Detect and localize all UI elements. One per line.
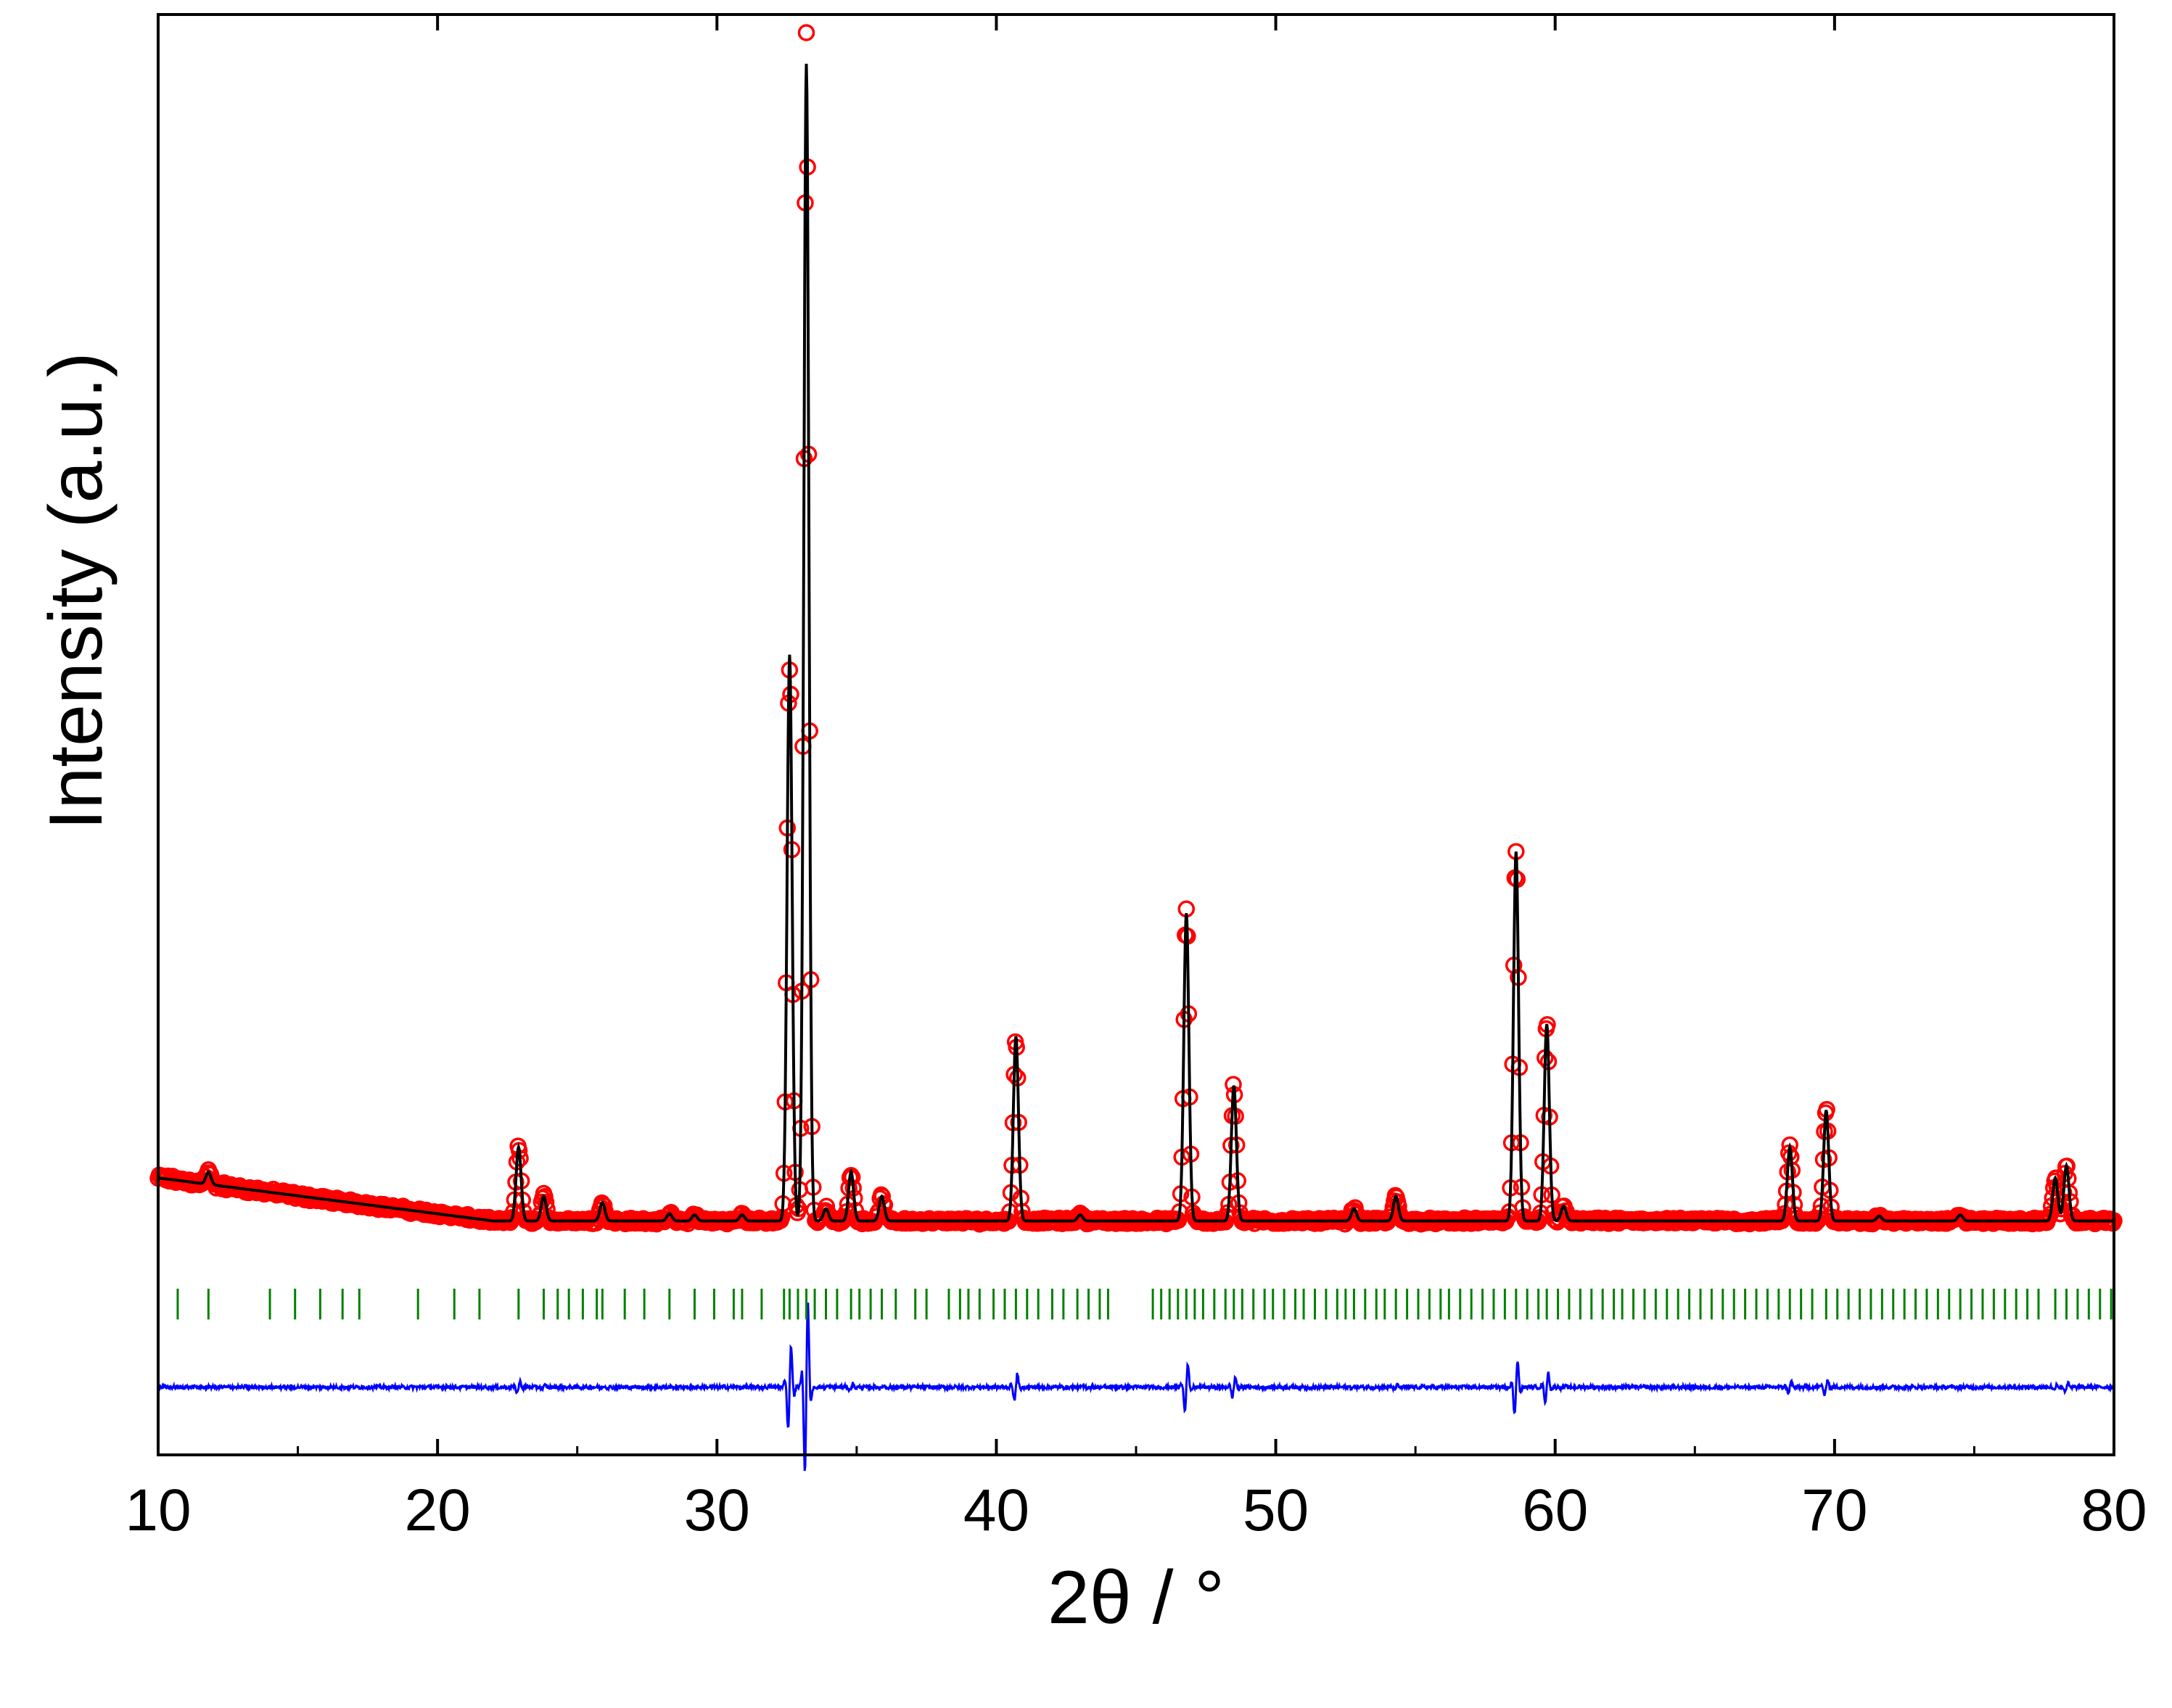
x-tick-label: 50 xyxy=(1243,1477,1309,1543)
x-axis-ticks: 10 20 30 40 50 60 70 80 xyxy=(125,15,2147,1543)
x-tick-label: 10 xyxy=(125,1477,191,1543)
x-tick-label: 40 xyxy=(963,1477,1029,1543)
x-axis-title: 2θ / ° xyxy=(1048,1556,1225,1640)
x-tick-label: 60 xyxy=(1522,1477,1588,1543)
bragg-position-series xyxy=(176,1288,2113,1320)
x-tick-label: 80 xyxy=(2081,1477,2147,1543)
x-tick-label: 70 xyxy=(1801,1477,1867,1543)
observed-point xyxy=(873,1187,892,1205)
difference-line xyxy=(157,1303,2115,1472)
observed-point xyxy=(797,24,815,41)
calculated-profile-line xyxy=(157,63,2114,1223)
x-tick-label: 20 xyxy=(405,1477,471,1543)
calculated-series xyxy=(157,63,2114,1223)
y-axis-title: Intensity (a.u.) xyxy=(34,352,118,830)
difference-series xyxy=(157,1303,2115,1472)
x-tick-label: 30 xyxy=(684,1477,750,1543)
